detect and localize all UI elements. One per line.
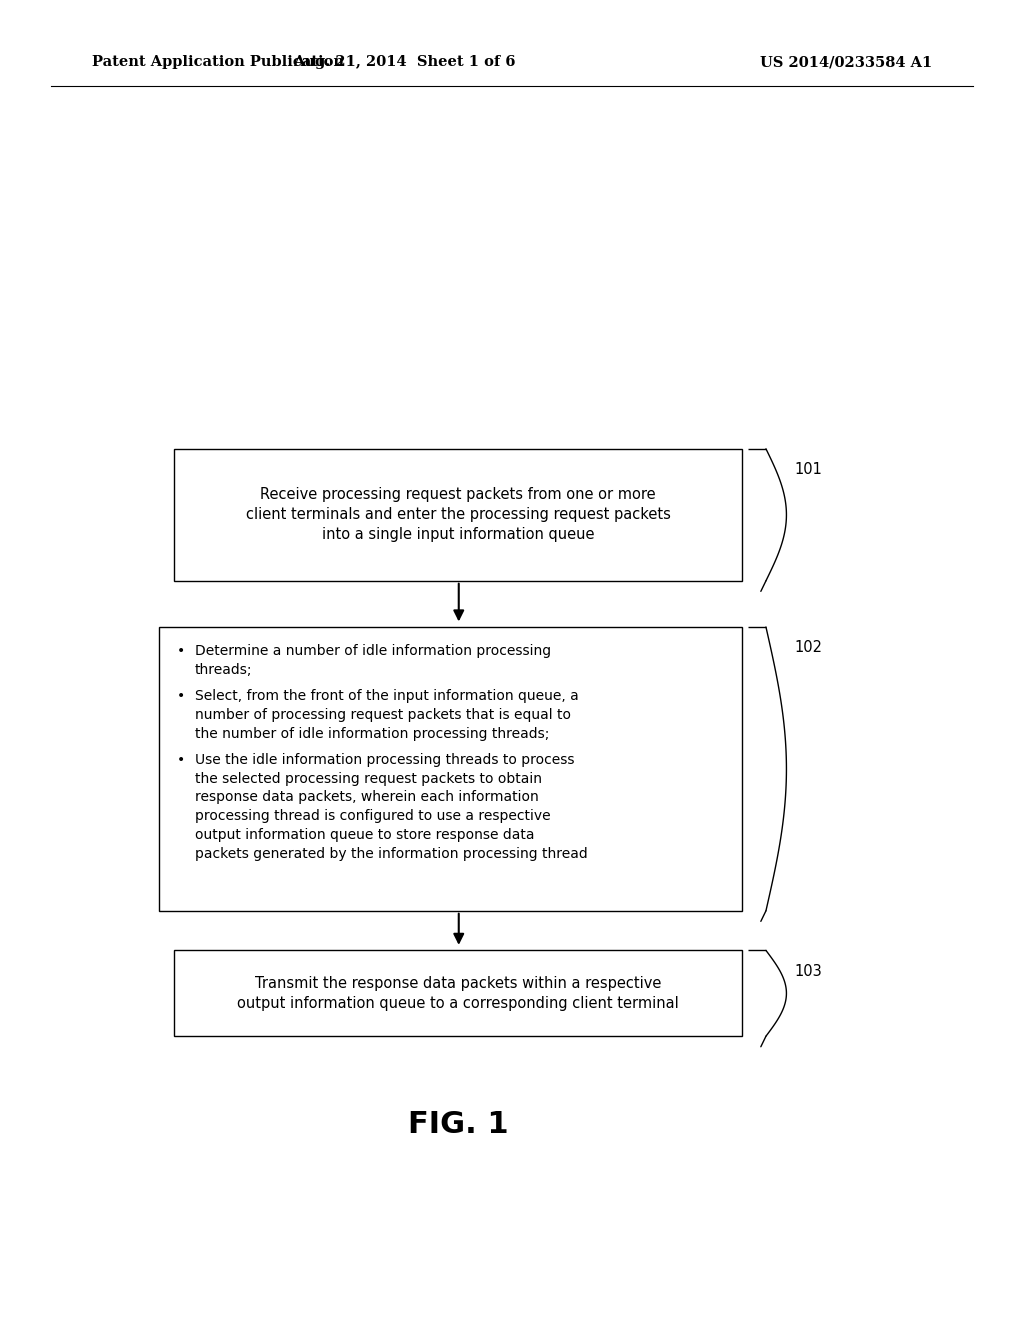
- Text: 101: 101: [795, 462, 822, 477]
- Text: response data packets, wherein each information: response data packets, wherein each info…: [195, 791, 539, 804]
- FancyBboxPatch shape: [174, 449, 742, 581]
- Text: 102: 102: [795, 640, 822, 655]
- Text: •: •: [177, 689, 185, 704]
- FancyBboxPatch shape: [159, 627, 742, 911]
- Text: processing thread is configured to use a respective: processing thread is configured to use a…: [195, 809, 550, 824]
- Text: Patent Application Publication: Patent Application Publication: [92, 55, 344, 70]
- Text: Determine a number of idle information processing: Determine a number of idle information p…: [195, 644, 551, 659]
- Text: Use the idle information processing threads to process: Use the idle information processing thre…: [195, 752, 574, 767]
- Text: US 2014/0233584 A1: US 2014/0233584 A1: [760, 55, 932, 70]
- Text: Aug. 21, 2014  Sheet 1 of 6: Aug. 21, 2014 Sheet 1 of 6: [293, 55, 516, 70]
- Text: the number of idle information processing threads;: the number of idle information processin…: [195, 726, 549, 741]
- Text: threads;: threads;: [195, 663, 252, 677]
- Text: output information queue to store response data: output information queue to store respon…: [195, 828, 535, 842]
- Text: •: •: [177, 752, 185, 767]
- Text: packets generated by the information processing thread: packets generated by the information pro…: [195, 846, 588, 861]
- Text: Select, from the front of the input information queue, a: Select, from the front of the input info…: [195, 689, 579, 704]
- Text: number of processing request packets that is equal to: number of processing request packets tha…: [195, 708, 570, 722]
- Text: Transmit the response data packets within a respective
output information queue : Transmit the response data packets withi…: [238, 975, 679, 1011]
- Text: FIG. 1: FIG. 1: [409, 1110, 509, 1139]
- Text: the selected processing request packets to obtain: the selected processing request packets …: [195, 771, 542, 785]
- FancyBboxPatch shape: [174, 950, 742, 1036]
- Text: 103: 103: [795, 964, 822, 978]
- Text: •: •: [177, 644, 185, 659]
- Text: Receive processing request packets from one or more
client terminals and enter t: Receive processing request packets from …: [246, 487, 671, 543]
